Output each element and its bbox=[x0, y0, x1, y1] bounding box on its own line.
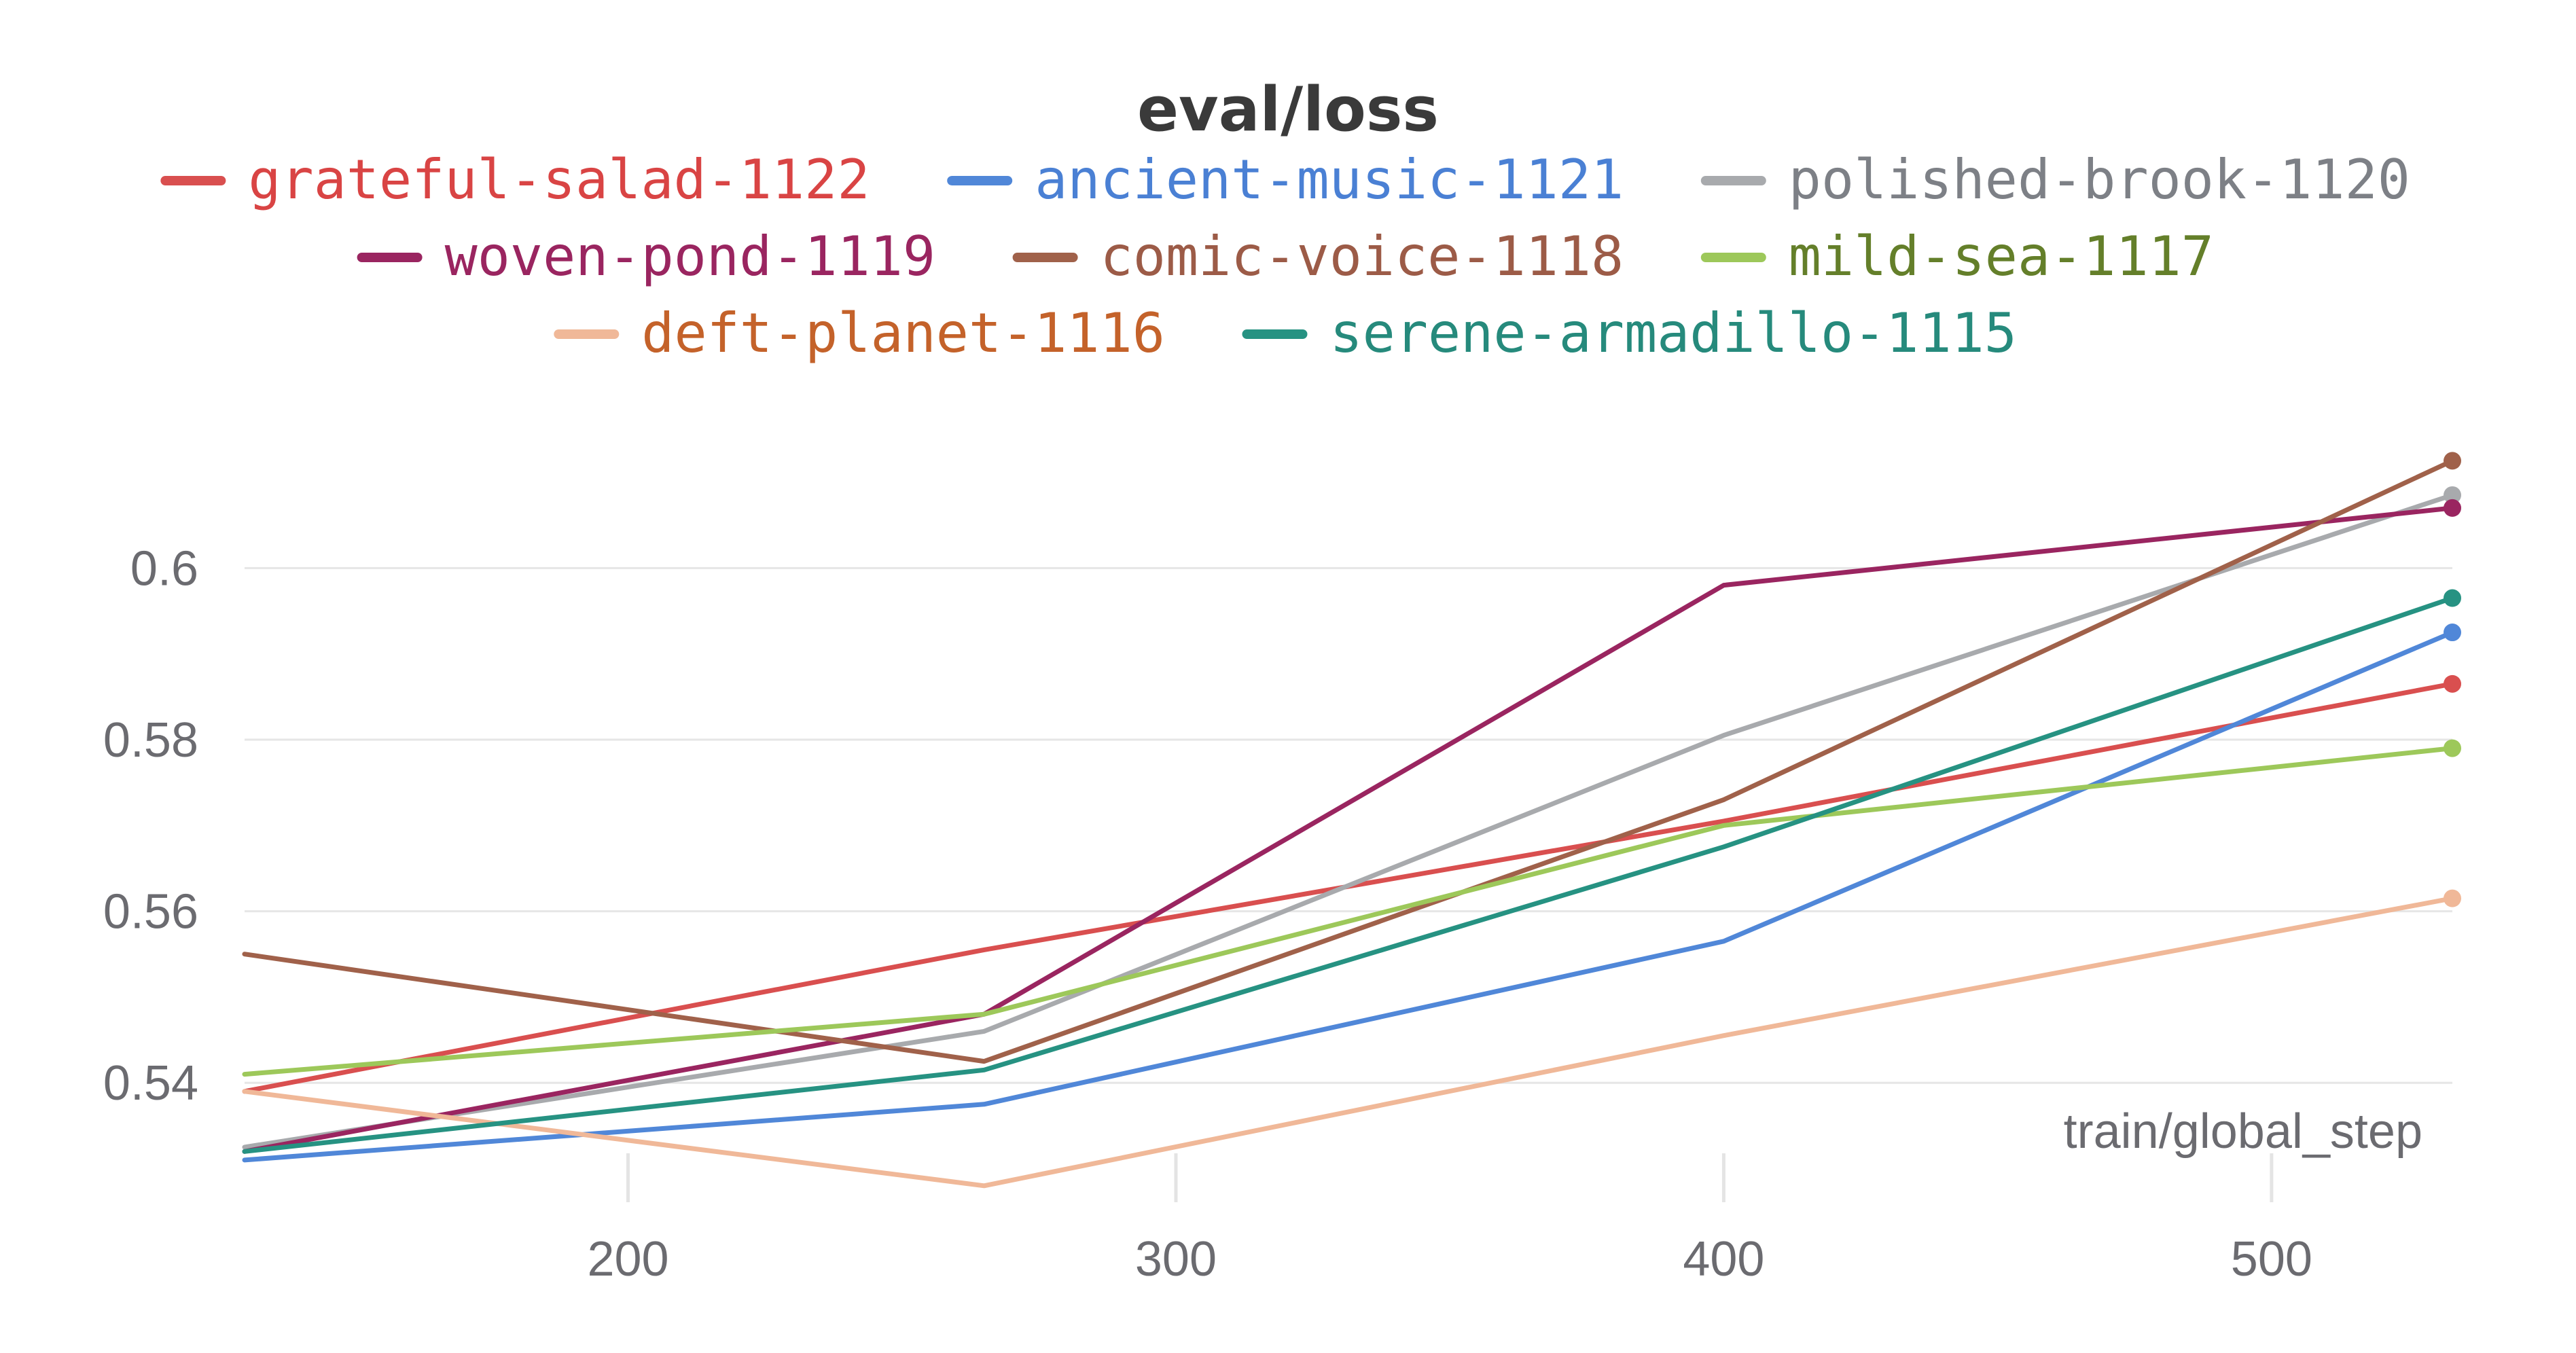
series-line-serene-armadillo-1115 bbox=[242, 596, 2455, 1154]
series-lines bbox=[242, 458, 2455, 1189]
x-axis-label: train/global_step bbox=[2064, 1104, 2422, 1159]
x-tick-label-400: 400 bbox=[1683, 1232, 1764, 1286]
series-endpoint-grateful-salad-1122 bbox=[2444, 674, 2461, 693]
y-tick-label-0-6: 0.6 bbox=[130, 541, 198, 596]
legend: grateful-salad-1122 ancient-music-1121 pol… bbox=[160, 148, 2410, 365]
y-tick-label-0-54: 0.54 bbox=[103, 1056, 198, 1111]
series-line-polished-brook-1120 bbox=[242, 492, 2455, 1150]
series-endpoint-polished-brook-1120 bbox=[2444, 486, 2461, 504]
y-axis-ticks: 0.54 0.56 0.58 0.6 bbox=[103, 541, 198, 1111]
series-line-woven-pond-1119 bbox=[242, 505, 2455, 1154]
legend-label-grateful-salad-1122: grateful-salad-1122 bbox=[248, 148, 870, 211]
series-line-comic-voice-1118 bbox=[242, 458, 2455, 1064]
x-ticks: 200 300 400 500 bbox=[587, 1153, 2312, 1286]
series-endpoint-comic-voice-1118 bbox=[2444, 452, 2461, 470]
series-endpoint-deft-planet-1116 bbox=[2444, 889, 2461, 907]
legend-label-woven-pond-1119: woven-pond-1119 bbox=[445, 225, 935, 288]
legend-label-comic-voice-1118: comic-voice-1118 bbox=[1101, 225, 1624, 288]
x-tick-label-200: 200 bbox=[587, 1232, 668, 1286]
legend-label-deft-planet-1116: deft-planet-1116 bbox=[641, 302, 1165, 365]
series-line-mild-sea-1117 bbox=[242, 746, 2455, 1077]
legend-label-ancient-music-1121: ancient-music-1121 bbox=[1035, 148, 1624, 211]
grid bbox=[245, 566, 2452, 1084]
series-endpoint-ancient-music-1121 bbox=[2444, 624, 2461, 642]
series-endpoint-serene-armadillo-1115 bbox=[2444, 589, 2461, 607]
x-tick-label-300: 300 bbox=[1135, 1232, 1217, 1286]
chart-title: eval/loss bbox=[1137, 74, 1439, 145]
legend-label-serene-armadillo-1115: serene-armadillo-1115 bbox=[1330, 302, 2017, 365]
series-endpoint-mild-sea-1117 bbox=[2444, 739, 2461, 757]
series-endpoints bbox=[2444, 452, 2461, 907]
legend-label-mild-sea-1117: mild-sea-1117 bbox=[1789, 225, 2214, 288]
legend-label-polished-brook-1120: polished-brook-1120 bbox=[1789, 148, 2410, 211]
series-line-deft-planet-1116 bbox=[242, 896, 2455, 1189]
series-endpoint-woven-pond-1119 bbox=[2444, 499, 2461, 517]
x-tick-label-500: 500 bbox=[2231, 1232, 2312, 1286]
y-tick-label-0-58: 0.58 bbox=[103, 713, 198, 768]
y-tick-label-0-56: 0.56 bbox=[103, 885, 198, 939]
